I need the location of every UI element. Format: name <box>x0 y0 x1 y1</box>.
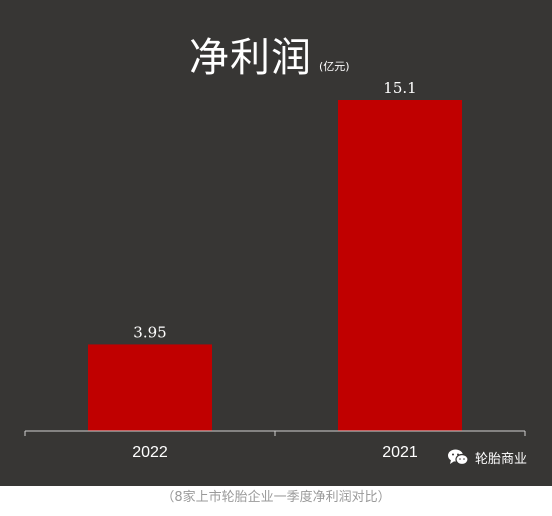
bar-2022 <box>88 344 212 431</box>
data-label-2021: 15.1 <box>383 79 416 97</box>
data-label-2022: 3.95 <box>133 323 166 341</box>
wechat-icon <box>448 449 469 466</box>
watermark: 轮胎商业 <box>447 446 527 468</box>
x-tick-label-2022: 2022 <box>132 444 168 461</box>
x-tick-label-2021: 2021 <box>382 444 418 461</box>
bar-chart: 3.95 2022 15.1 2021 <box>24 79 526 461</box>
chart-panel: 3.95 2022 15.1 2021 净利润 (亿元) 轮胎商业 <box>0 0 552 486</box>
bar-2021 <box>338 100 462 431</box>
chart-title: 净利润 <box>189 35 312 81</box>
watermark-text: 轮胎商业 <box>475 451 528 467</box>
unit-label: (亿元) <box>319 60 350 73</box>
figure-caption: （8家上市轮胎企业一季度净利润对比） <box>161 490 391 505</box>
